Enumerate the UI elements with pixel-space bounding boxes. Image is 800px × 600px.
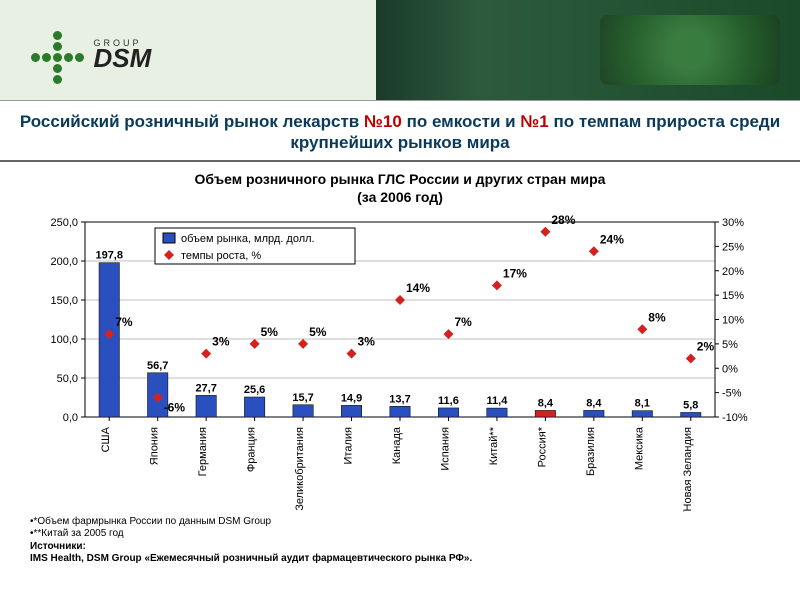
svg-text:7%: 7% bbox=[115, 315, 133, 329]
page-title: Российский розничный рынок лекарств №10 … bbox=[0, 101, 800, 162]
title-rank-10: №10 bbox=[364, 112, 402, 131]
svg-text:25,6: 25,6 bbox=[244, 384, 265, 396]
logo-name: DSM bbox=[93, 48, 151, 68]
svg-text:100,0: 100,0 bbox=[50, 334, 78, 346]
svg-text:Франция: Франция bbox=[246, 427, 258, 472]
svg-text:Австралия/Новая Зеландия: Австралия/Новая Зеландия bbox=[682, 427, 694, 512]
svg-text:5%: 5% bbox=[309, 325, 327, 339]
svg-text:Мексика: Мексика bbox=[633, 426, 645, 470]
svg-text:3%: 3% bbox=[212, 335, 230, 349]
svg-text:27,7: 27,7 bbox=[195, 382, 216, 394]
svg-text:15,7: 15,7 bbox=[292, 392, 313, 404]
chart-title-line: (за 2006 год) bbox=[0, 188, 800, 206]
logo-icon bbox=[30, 30, 85, 85]
svg-text:25%: 25% bbox=[722, 241, 744, 253]
header-decoration bbox=[600, 15, 780, 85]
svg-text:2%: 2% bbox=[697, 339, 715, 353]
svg-text:200,0: 200,0 bbox=[50, 256, 78, 268]
svg-text:Бразилия: Бразилия bbox=[585, 427, 597, 476]
svg-text:50,0: 50,0 bbox=[57, 373, 78, 385]
footnote: •**Китай за 2005 год bbox=[30, 528, 780, 541]
title-part: по емкости и bbox=[407, 112, 521, 131]
svg-text:250,0: 250,0 bbox=[50, 217, 78, 229]
svg-text:Испания: Испания bbox=[439, 427, 451, 471]
svg-text:24%: 24% bbox=[600, 232, 624, 246]
svg-text:Германия: Германия bbox=[197, 427, 209, 476]
svg-text:Китай**: Китай** bbox=[488, 426, 500, 465]
svg-text:5%: 5% bbox=[722, 339, 738, 351]
svg-text:8,4: 8,4 bbox=[538, 397, 554, 409]
svg-text:-10%: -10% bbox=[722, 412, 748, 424]
svg-text:15%: 15% bbox=[722, 290, 744, 302]
header: GROUP DSM bbox=[0, 0, 800, 101]
svg-text:11,4: 11,4 bbox=[487, 395, 509, 407]
market-chart: 0,0 50,0 100,0 150,0 200,0 250,0 -10% -5% 0% 5% 10… bbox=[30, 212, 770, 512]
svg-text:7%: 7% bbox=[454, 315, 472, 329]
svg-text:14%: 14% bbox=[406, 281, 430, 295]
svg-text:8,4: 8,4 bbox=[586, 397, 602, 409]
svg-text:56,7: 56,7 bbox=[147, 360, 168, 372]
svg-text:США: США bbox=[100, 426, 112, 452]
svg-text:8%: 8% bbox=[648, 310, 666, 324]
svg-text:0%: 0% bbox=[722, 363, 738, 375]
svg-text:197,8: 197,8 bbox=[95, 250, 123, 262]
svg-text:Россия*: Россия* bbox=[536, 426, 548, 467]
title-rank-1: №1 bbox=[520, 112, 548, 131]
svg-text:10%: 10% bbox=[722, 314, 744, 326]
footnote: •*Объем фармрынка России по данным DSM G… bbox=[30, 516, 780, 529]
svg-text:темпы роста, %: темпы роста, % bbox=[181, 250, 261, 262]
chart-title-line: Объем розничного рынка ГЛС России и друг… bbox=[0, 170, 800, 188]
svg-text:объем рынка, млрд. долл.: объем рынка, млрд. долл. bbox=[181, 233, 315, 245]
svg-text:150,0: 150,0 bbox=[50, 295, 78, 307]
chart-title: Объем розничного рынка ГЛС России и друг… bbox=[0, 170, 800, 206]
svg-text:30%: 30% bbox=[722, 217, 744, 229]
svg-text:Канада: Канада bbox=[391, 426, 403, 464]
title-part: Российский розничный рынок лекарств bbox=[20, 112, 364, 131]
svg-text:13,7: 13,7 bbox=[389, 393, 410, 405]
svg-text:8,1: 8,1 bbox=[635, 398, 650, 410]
svg-text:Италия: Италия bbox=[343, 427, 355, 465]
sources: IMS Health, DSM Group «Ежемесячный розни… bbox=[30, 553, 780, 566]
svg-text:Япония: Япония bbox=[149, 427, 161, 465]
svg-text:17%: 17% bbox=[503, 266, 527, 280]
svg-text:20%: 20% bbox=[722, 266, 744, 278]
svg-text:Зеликобритания: Зеликобритания bbox=[294, 427, 306, 511]
svg-text:14,9: 14,9 bbox=[341, 392, 362, 404]
logo: GROUP DSM bbox=[30, 30, 151, 85]
svg-text:5%: 5% bbox=[261, 325, 279, 339]
svg-text:-5%: -5% bbox=[722, 388, 742, 400]
sources-label: Источники: bbox=[30, 541, 780, 554]
svg-text:-6%: -6% bbox=[164, 400, 186, 414]
footnotes: •*Объем фармрынка России по данным DSM G… bbox=[30, 516, 780, 566]
svg-text:3%: 3% bbox=[358, 335, 376, 349]
svg-text:11,6: 11,6 bbox=[438, 395, 459, 407]
svg-text:0,0: 0,0 bbox=[63, 412, 78, 424]
svg-text:5,8: 5,8 bbox=[683, 399, 698, 411]
svg-text:28%: 28% bbox=[551, 213, 575, 227]
